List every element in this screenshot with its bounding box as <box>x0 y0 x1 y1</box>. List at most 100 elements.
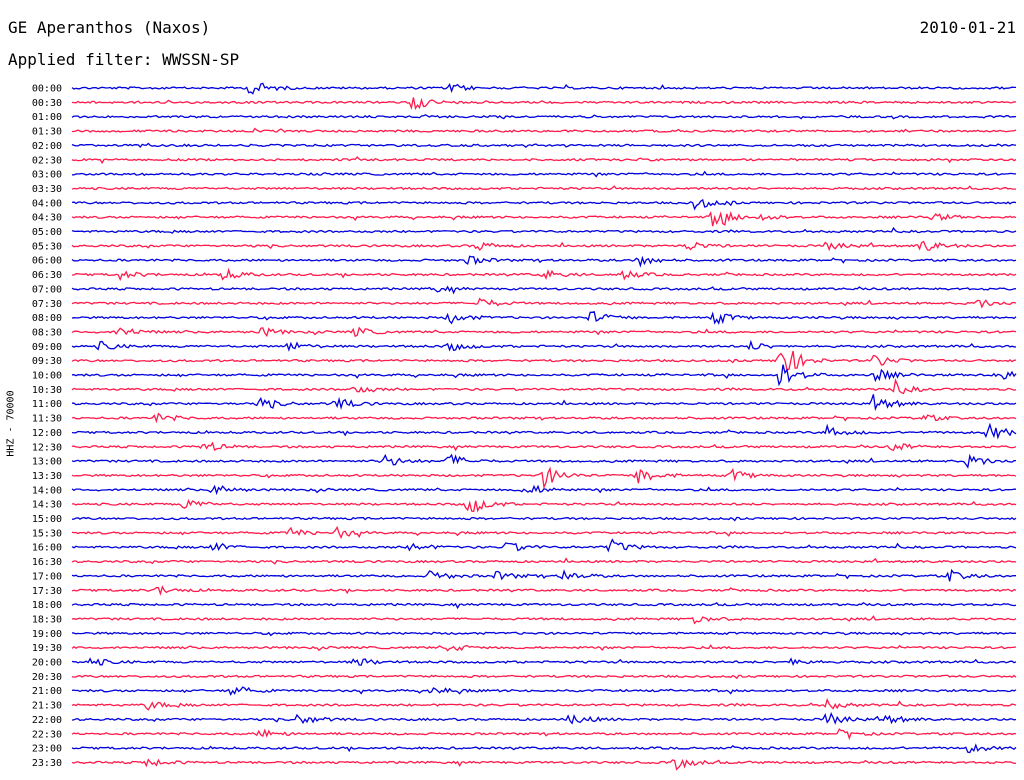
time-label: 10:00 <box>32 371 62 382</box>
time-label: 19:00 <box>32 629 62 640</box>
trace-line <box>71 394 1017 412</box>
trace-line <box>71 525 1017 540</box>
time-label: 21:00 <box>32 686 62 697</box>
time-label: 14:00 <box>32 485 62 496</box>
trace-line <box>72 498 1017 513</box>
trace-line <box>71 311 1017 325</box>
filter-label: Applied filter: WWSSN-SP <box>8 50 240 69</box>
trace-line <box>71 142 1017 149</box>
trace-line <box>71 516 1017 522</box>
trace-line <box>71 601 1017 610</box>
trace-line <box>71 422 1017 440</box>
trace-line <box>71 170 1016 178</box>
time-label: 01:00 <box>32 112 62 123</box>
time-label: 12:30 <box>32 442 62 453</box>
time-label: 19:30 <box>32 643 62 654</box>
time-label: 07:30 <box>32 299 62 310</box>
time-label: 08:00 <box>32 313 62 324</box>
trace-line <box>71 82 1016 95</box>
trace-line <box>71 615 1017 625</box>
time-label: 08:30 <box>32 327 62 338</box>
trace-line <box>71 97 1017 111</box>
time-label: 02:00 <box>32 141 62 152</box>
trace-line <box>71 412 1017 424</box>
time-label: 11:00 <box>32 399 62 410</box>
time-label: 16:30 <box>32 557 62 568</box>
trace-line <box>71 453 1017 469</box>
trace-line <box>71 364 1017 387</box>
trace-line <box>71 466 1017 490</box>
time-label: 17:00 <box>32 571 62 582</box>
time-label: 03:30 <box>32 184 62 195</box>
time-label: 03:00 <box>32 170 62 181</box>
time-label: 00:30 <box>32 98 62 109</box>
time-label: 13:00 <box>32 457 62 468</box>
trace-line <box>72 127 1017 133</box>
time-label: 05:30 <box>32 241 62 252</box>
trace-line <box>71 657 1017 666</box>
time-label: 00:00 <box>32 84 62 95</box>
time-label: 23:30 <box>32 758 62 769</box>
trace-line <box>71 743 1017 754</box>
time-label: 16:00 <box>32 543 62 554</box>
trace-line <box>71 185 1016 191</box>
time-label: 11:30 <box>32 414 62 425</box>
time-label: 22:30 <box>32 729 62 740</box>
trace-line <box>71 697 1017 711</box>
trace-line <box>71 285 1017 295</box>
time-label: 02:30 <box>32 155 62 166</box>
time-label: 04:00 <box>32 198 62 209</box>
trace-line <box>71 538 1017 553</box>
time-label: 06:00 <box>32 256 62 267</box>
time-label: 10:30 <box>32 385 62 396</box>
time-label: 09:30 <box>32 356 62 367</box>
trace-line <box>71 267 1017 282</box>
trace-line <box>71 350 1017 371</box>
time-label: 07:00 <box>32 284 62 295</box>
time-label: 14:30 <box>32 500 62 511</box>
trace-line <box>71 326 1017 338</box>
trace-line <box>71 728 1017 741</box>
time-label: 18:00 <box>32 600 62 611</box>
trace-line <box>71 758 1017 771</box>
record-date: 2010-01-21 <box>919 18 1016 37</box>
time-label: 06:30 <box>32 270 62 281</box>
time-label: 09:00 <box>32 342 62 353</box>
trace-line <box>71 441 1017 452</box>
time-label: 17:30 <box>32 586 62 597</box>
trace-line <box>71 568 1016 582</box>
time-label: 18:30 <box>32 614 62 625</box>
time-label: 15:00 <box>32 514 62 525</box>
time-label: 22:00 <box>32 715 62 726</box>
trace-line <box>71 255 1017 268</box>
trace-line <box>71 644 1017 652</box>
time-label: 01:30 <box>32 127 62 138</box>
trace-line <box>71 240 1017 252</box>
time-label: 20:00 <box>32 658 62 669</box>
time-label: 20:30 <box>32 672 62 683</box>
trace-line <box>71 339 1017 352</box>
trace-line <box>71 484 1017 496</box>
time-label: 04:30 <box>32 213 62 224</box>
trace-line <box>71 114 1017 120</box>
trace-line <box>71 297 1017 309</box>
trace-line <box>71 557 1017 565</box>
trace-line <box>71 631 1017 637</box>
time-label: 23:00 <box>32 744 62 755</box>
trace-line <box>71 674 1017 680</box>
time-label: 13:30 <box>32 471 62 482</box>
trace-line <box>71 686 1017 697</box>
time-label: 12:00 <box>32 428 62 439</box>
trace-line <box>71 585 1017 596</box>
trace-line <box>71 378 1017 395</box>
trace-line <box>71 712 1017 725</box>
time-label: 15:30 <box>32 528 62 539</box>
time-label: 05:00 <box>32 227 62 238</box>
trace-line <box>71 156 1017 165</box>
station-title: GE Aperanthos (Naxos) <box>8 18 211 37</box>
trace-line <box>71 198 1017 211</box>
trace-line <box>71 210 1017 227</box>
trace-line <box>71 226 1017 234</box>
time-label: 21:30 <box>32 701 62 712</box>
